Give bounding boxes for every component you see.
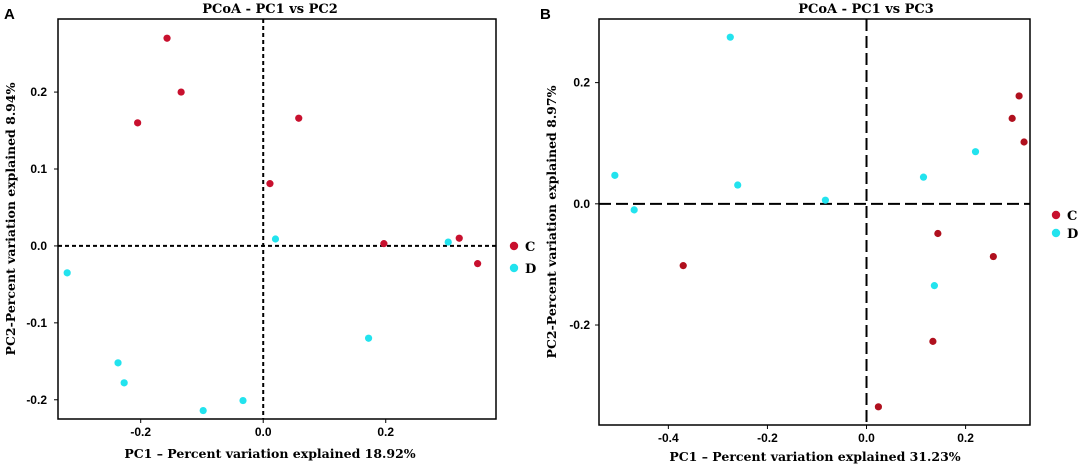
panel-a-point-d-6 (120, 379, 128, 387)
panel-a-point-c-5 (266, 180, 274, 188)
panel-b-point-c-3 (1020, 138, 1028, 146)
panel-b-legend-label-d: D (1067, 227, 1078, 242)
panel-a-point-c-2 (177, 88, 185, 96)
panel-a-point-c-7 (455, 234, 463, 242)
panel-a-legend-label-d: D (525, 262, 536, 277)
panel-b-point-c-8 (874, 403, 883, 411)
panel-a-y-tick-label: -0.1 (26, 316, 47, 330)
panel-b-legend: C D (1051, 209, 1078, 242)
panel-b-point-d-8 (930, 282, 938, 290)
panel-a-point-c-6 (380, 240, 388, 248)
panel-b-x-axis-label: PC1 – Percent variation explained 31.23% (669, 449, 960, 464)
panel-a-legend-marker-c (509, 241, 519, 251)
panel-b-point-d-6 (821, 196, 829, 204)
panel-a-y-tick-label: 0.0 (30, 239, 47, 253)
panel-a-point-d-5 (114, 359, 122, 367)
panel-b-point-d-4 (919, 173, 928, 181)
panel-a: A PCoA - PC1 vs PC2 PC1 – Percent variat… (3, 2, 536, 461)
panel-b-point-c-7 (929, 337, 937, 345)
panel-a-legend-marker-d (509, 263, 519, 273)
panel-a-x-tick-label: -0.2 (130, 425, 151, 439)
panel-b-point-d-3 (611, 171, 619, 179)
panel-b-point-d-1 (726, 33, 734, 41)
panel-a-point-c-8 (474, 260, 482, 268)
panel-a-y-tick-label: 0.2 (30, 85, 47, 99)
panel-a-point-c-1 (163, 34, 171, 42)
panel-b-point-c-2 (1008, 114, 1016, 122)
panel-b: B PCoA - PC1 vs PC3 PC1 – Percent variat… (540, 2, 1078, 464)
panel-b-y-tick-label: -0.2 (569, 318, 590, 332)
panel-a-x-axis-label: PC1 – Percent variation explained 18.92% (124, 446, 415, 461)
panel-b-legend-marker-c (1051, 210, 1061, 220)
panel-a-point-d-7 (239, 396, 247, 405)
panel-b-point-c-4 (934, 229, 942, 238)
panel-b-y-tick-label: 0.2 (573, 76, 590, 90)
panel-b-x-tick-label: -0.2 (757, 431, 778, 445)
panel-a-y-axis-label: PC2-Percent variation explained 8.94% (3, 82, 18, 355)
panel-a-plot-frame (57, 18, 497, 420)
panel-b-marks: -0.4 -0.2 0.0 0.2 0.2 0.0 -0.2 (569, 19, 1030, 445)
panel-b-y-tick-label: 0.0 (573, 197, 590, 211)
panel-a-point-d-2 (271, 235, 280, 243)
panel-b-legend-marker-d (1051, 228, 1061, 238)
panel-a-y-tick-label: 0.1 (30, 162, 47, 176)
panel-b-letter: B (540, 6, 551, 23)
panel-b-legend-label-c: C (1067, 209, 1077, 224)
panel-b-title: PCoA - PC1 vs PC3 (798, 2, 934, 17)
panel-b-y-axis-label: PC2-Percent variation explained 8.97% (544, 85, 559, 358)
panel-a-legend-label-c: C (525, 240, 535, 255)
panel-b-point-d-2 (971, 148, 980, 156)
panel-b-point-d-7 (630, 206, 638, 214)
panel-b-x-tick-label: 0.2 (957, 431, 974, 445)
panel-a-point-d-1 (63, 269, 71, 277)
panel-b-x-tick-label: 0.0 (858, 431, 875, 445)
panel-b-plot-frame (598, 18, 1031, 426)
panel-a-marks: -0.2 0.0 0.2 0.2 0.1 0.0 -0.1 -0.2 (26, 19, 496, 439)
panel-a-point-d-8 (199, 406, 207, 415)
panel-a-legend: C D (509, 240, 536, 277)
panel-a-x-tick-label: 0.0 (255, 425, 272, 439)
panel-a-point-c-4 (295, 114, 303, 122)
panel-b-point-c-6 (679, 262, 687, 270)
panel-a-point-c-3 (134, 119, 142, 127)
panel-a-y-tick-label: -0.2 (26, 393, 47, 407)
panel-b-x-tick-label: -0.4 (658, 431, 679, 445)
panel-a-point-d-3 (444, 238, 452, 246)
panel-b-point-d-5 (734, 181, 742, 189)
panel-b-point-c-5 (989, 252, 997, 261)
panel-b-point-c-1 (1015, 92, 1023, 100)
panel-a-point-d-4 (364, 334, 373, 342)
panel-a-x-tick-label: 0.2 (377, 425, 394, 439)
panel-a-letter: A (4, 6, 15, 23)
panel-a-title: PCoA - PC1 vs PC2 (202, 2, 338, 17)
